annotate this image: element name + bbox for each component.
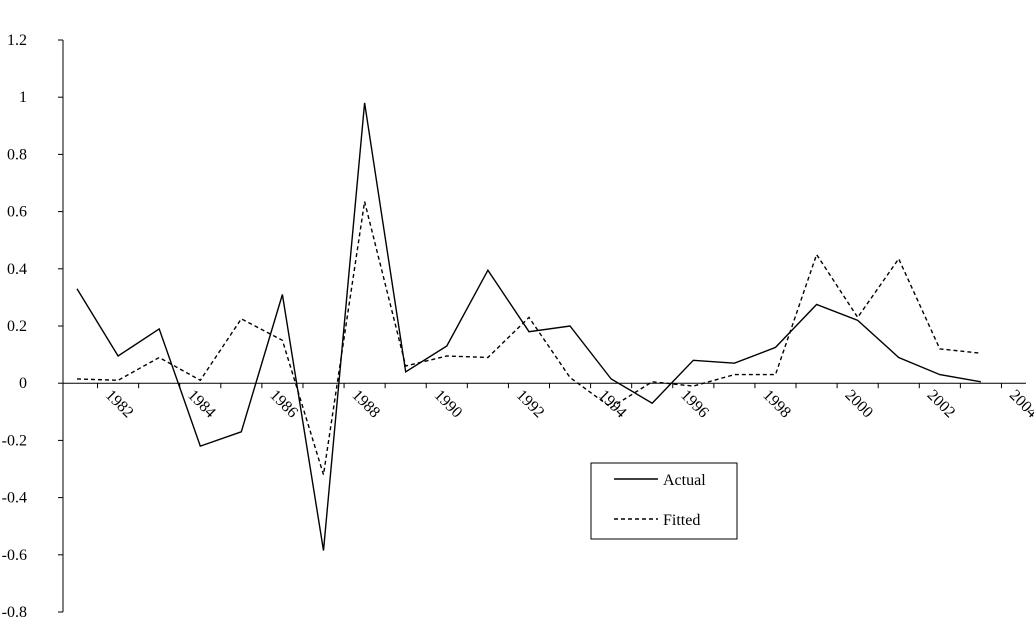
x-axis: 1982 1984 1986 1988 1990 1992 1994 1996 1998 2000… — [63, 382, 1034, 422]
y-tick-label: -0.8 — [2, 604, 27, 618]
x-tick-label: 1996 — [677, 387, 712, 422]
y-tick-label: 1.2 — [7, 32, 27, 49]
y-tick-label: 0 — [19, 375, 27, 392]
series-line-fitted — [76, 201, 981, 475]
y-tick-label: 1 — [19, 89, 27, 106]
x-tick-label: 1982 — [102, 387, 137, 422]
y-axis: 1.2 1 0.8 0.6 0.4 0.2 0 -0.2 -0.4 -0.6 -0.8 — [2, 32, 64, 618]
x-tick-label: 1986 — [266, 387, 301, 422]
y-tick-label: -0.4 — [2, 490, 27, 507]
y-tick-label: 0.2 — [7, 318, 27, 335]
y-tick-label: 0.6 — [7, 204, 27, 221]
x-tick-label: 2002 — [924, 387, 959, 422]
legend-label-actual: Actual — [663, 472, 706, 489]
legend: Actual Fitted — [590, 462, 738, 540]
x-tick-label: 2004 — [1006, 387, 1034, 422]
series-line-actual — [76, 102, 982, 551]
y-tick-label: -0.2 — [2, 432, 27, 449]
y-tick-label: 0.4 — [7, 261, 27, 278]
y-tick-label: 0.8 — [7, 146, 27, 163]
x-tick-label: 1988 — [348, 387, 383, 422]
legend-label-fitted: Fitted — [663, 512, 700, 529]
y-tick-label: -0.6 — [2, 547, 27, 564]
series-lines — [76, 102, 982, 551]
x-tick-label: 1994 — [595, 387, 630, 422]
x-tick-label: 1992 — [513, 387, 548, 422]
x-tick-label: 1990 — [431, 387, 466, 422]
x-tick-label: 2000 — [842, 387, 877, 422]
legend-box — [590, 462, 738, 540]
x-tick-label: 1998 — [759, 387, 794, 422]
